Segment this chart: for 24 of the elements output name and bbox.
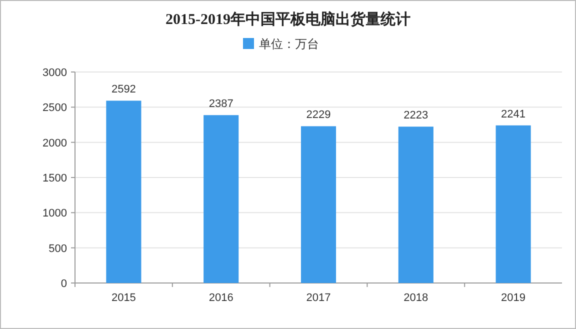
y-tick-label: 2500	[42, 102, 67, 114]
bar	[204, 115, 239, 283]
data-label: 2592	[111, 84, 136, 96]
x-tick-label: 2019	[501, 292, 526, 304]
y-tick-label: 1500	[42, 172, 67, 184]
x-tick-label: 2016	[208, 292, 234, 304]
data-label: 2229	[306, 109, 331, 122]
y-tick-label: 0	[60, 278, 67, 290]
data-label: 2241	[501, 108, 526, 120]
x-tick-label: 2018	[404, 292, 428, 304]
chart-title: 2015-2019年中国平板电脑出货量统计	[166, 10, 410, 28]
y-tick-label: 3000	[42, 67, 67, 79]
bar	[496, 125, 531, 283]
y-tick-label: 1000	[42, 208, 67, 220]
data-label: 2223	[404, 110, 428, 122]
bar	[300, 126, 336, 283]
y-tick-label: 2000	[42, 137, 67, 150]
x-tick-label: 2017	[306, 292, 331, 304]
bar	[398, 126, 434, 283]
data-label: 2387	[208, 98, 234, 110]
legend-label: 单位：万台	[259, 37, 319, 51]
bar	[106, 100, 142, 283]
y-tick-label: 500	[48, 242, 67, 255]
x-tick-label: 2015	[111, 292, 136, 304]
